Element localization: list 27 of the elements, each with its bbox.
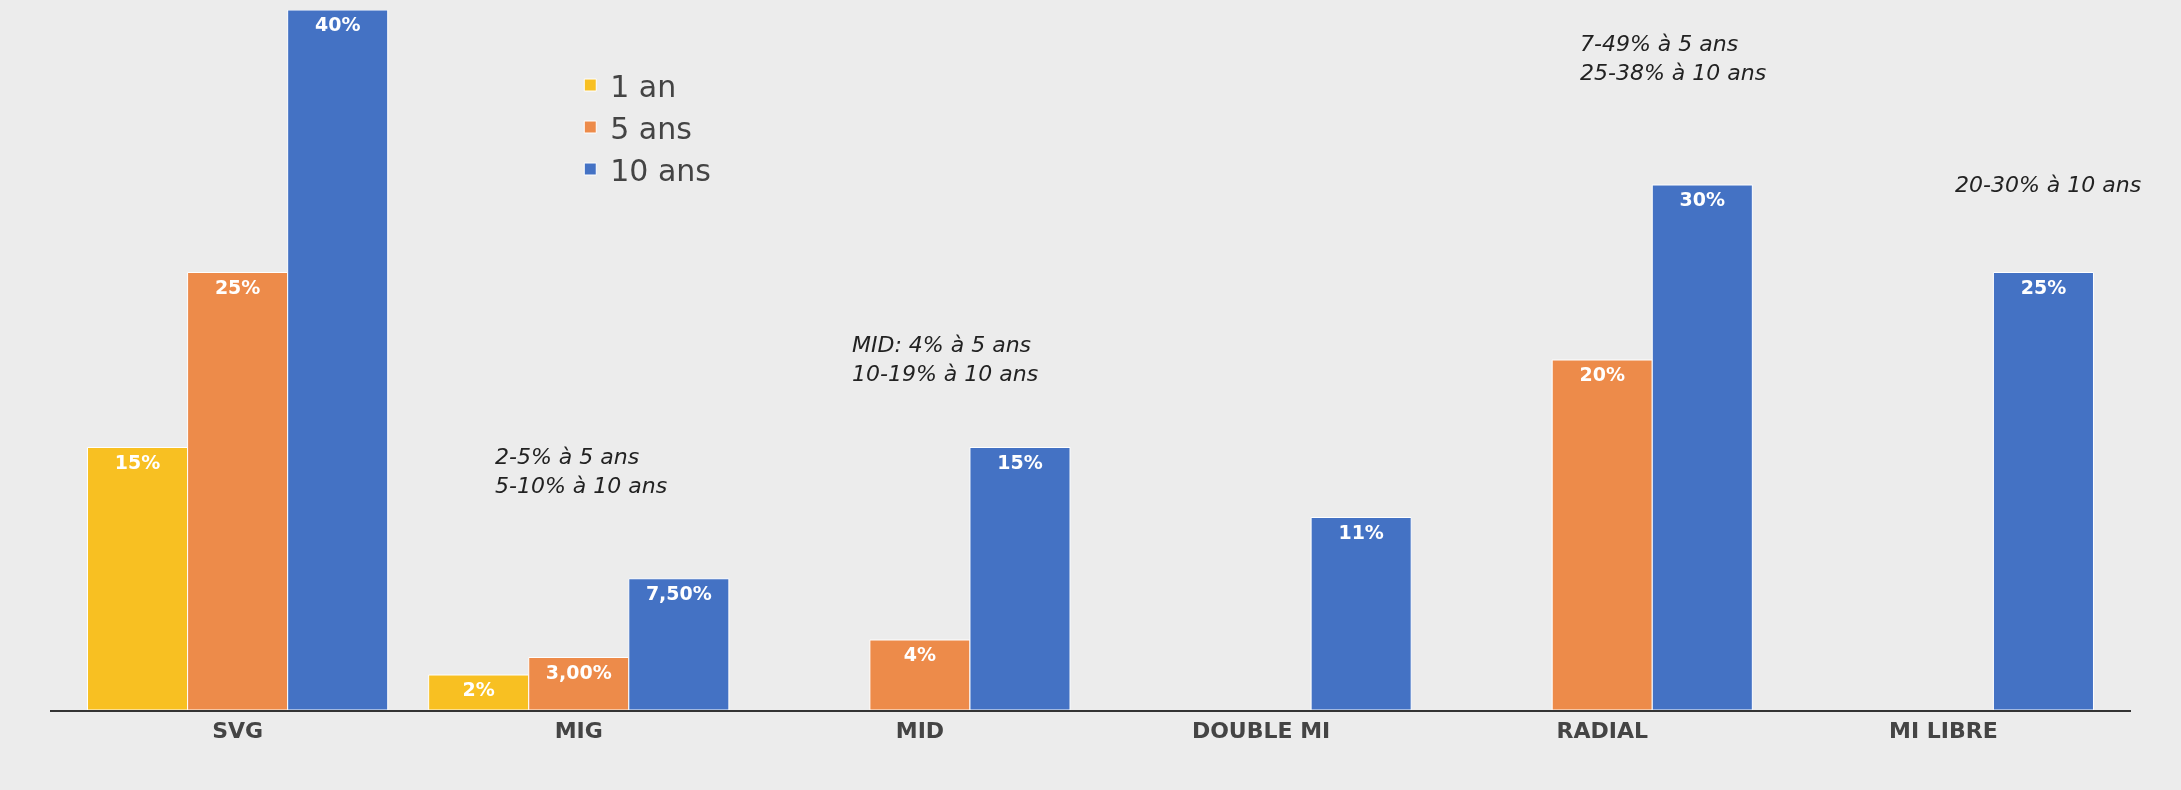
data-label: 15%: [114, 450, 161, 473]
x-tick-label: MI LIBRE: [1889, 718, 1998, 744]
data-label: 40%: [314, 13, 361, 35]
bar: [1992, 272, 2094, 710]
data-label: 2%: [462, 678, 495, 700]
data-label: 3,00%: [545, 660, 612, 683]
bar: [1310, 517, 1412, 710]
annotation: MID: 4% à 5 ans 10-19% à 10 ans: [852, 332, 1039, 386]
legend-label: 5 ans: [610, 110, 692, 146]
data-label: 20%: [1579, 363, 1625, 385]
data-label: 30%: [1679, 188, 1726, 210]
data-label: 11%: [1338, 520, 1384, 543]
annotation: 20-30% à 10 ans: [1955, 172, 2142, 197]
data-label: 4%: [903, 643, 937, 665]
legend-label: 1 an: [610, 68, 677, 104]
x-tick-label: MID: [895, 718, 945, 744]
x-tick-label: RADIAL: [1556, 718, 1648, 744]
data-label: 15%: [997, 450, 1043, 473]
x-tick-label: MIG: [554, 718, 603, 744]
annotation: 7-49% à 5 ans 25-38% à 10 ans: [1580, 31, 1767, 85]
data-label: 25%: [214, 275, 261, 298]
data-label: 7,50%: [645, 581, 712, 604]
annotation: 2-5% à 5 ans 5-10% à 10 ans: [495, 444, 668, 498]
legend-label: 10 ans: [610, 152, 711, 188]
data-label: 25%: [2020, 275, 2067, 298]
x-tick-label: DOUBLE MI: [1191, 718, 1331, 744]
x-tick-label: SVG: [212, 718, 264, 744]
